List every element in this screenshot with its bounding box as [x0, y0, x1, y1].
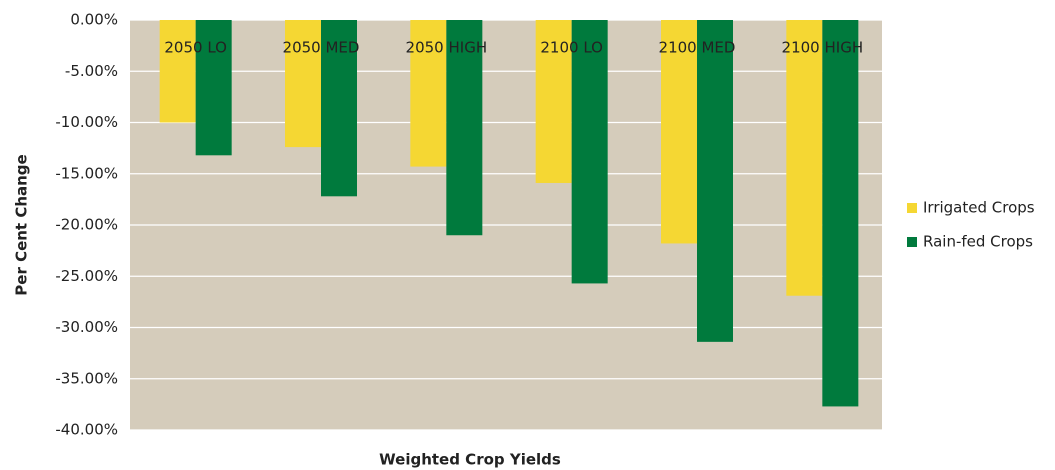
y-tick-label: -25.00% — [55, 267, 118, 285]
y-tick-label: -20.00% — [55, 216, 118, 234]
bar — [410, 20, 447, 167]
bar — [321, 20, 357, 197]
y-tick-label: -10.00% — [55, 113, 118, 131]
bar — [697, 20, 733, 342]
y-tick-label: -5.00% — [65, 62, 118, 80]
bar — [786, 20, 823, 296]
y-tick-label: 0.00% — [70, 11, 118, 29]
y-tick-label: -40.00% — [55, 421, 118, 439]
bar — [195, 20, 232, 156]
y-tick-label: -15.00% — [55, 164, 118, 182]
y-tick-label: -30.00% — [55, 318, 118, 336]
category-label: 2100 HIGH — [782, 39, 864, 57]
bar — [159, 20, 196, 123]
x-axis-title: Weighted Crop Yields — [379, 451, 561, 469]
bar — [535, 20, 572, 183]
category-label: 2050 MED — [283, 39, 360, 57]
category-label: 2100 MED — [659, 39, 736, 57]
category-label: 2100 LO — [540, 39, 603, 57]
category-label: 2050 LO — [164, 39, 227, 57]
legend-swatch — [907, 203, 917, 213]
legend-label: Rain-fed Crops — [923, 233, 1033, 251]
category-label: 2050 HIGH — [406, 39, 488, 57]
y-tick-label: -35.00% — [55, 369, 118, 387]
bar — [661, 20, 697, 244]
bar — [822, 20, 859, 407]
legend-label: Irrigated Crops — [923, 199, 1035, 217]
bar — [571, 20, 608, 284]
bar — [446, 20, 483, 236]
y-axis-title: Per Cent Change — [13, 154, 31, 295]
legend-swatch — [907, 237, 917, 247]
bar — [285, 20, 321, 148]
